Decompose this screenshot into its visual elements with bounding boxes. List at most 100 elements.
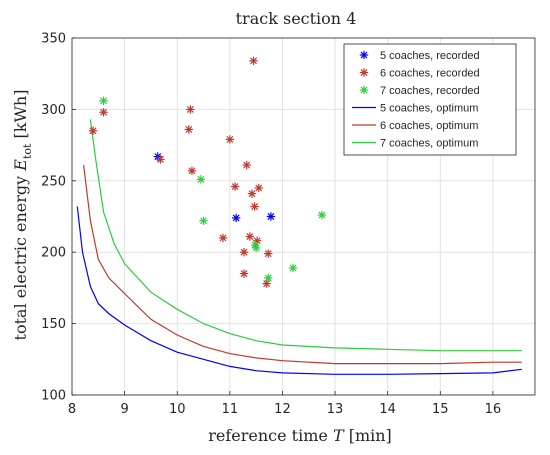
- asterisk-stroke: [243, 161, 251, 169]
- y-tick-label: 150: [41, 317, 66, 332]
- data-point: [231, 213, 241, 223]
- y-tick-label: 100: [41, 389, 66, 404]
- x-axis-label: reference time T [min]: [208, 426, 392, 445]
- x-tick-label: 12: [274, 402, 291, 417]
- data-point: [99, 108, 108, 117]
- asterisk-stroke: [226, 135, 234, 143]
- asterisk-stroke: [232, 214, 240, 222]
- legend-box: [343, 43, 517, 156]
- data-point: [218, 233, 228, 243]
- asterisk-stroke: [188, 167, 196, 175]
- data-point: [264, 273, 273, 283]
- x-tick-label: 13: [327, 402, 344, 417]
- recorded-points: [88, 56, 327, 288]
- data-point: [262, 279, 271, 288]
- data-point: [247, 189, 257, 198]
- x-tick-label: 10: [169, 402, 186, 417]
- asterisk-stroke: [219, 234, 227, 242]
- legend-label: 7 coaches, recorded: [380, 85, 480, 97]
- asterisk-stroke: [255, 184, 263, 192]
- data-point: [88, 126, 98, 136]
- legend: 5 coaches, recorded 6 coaches, recorded 7 …: [343, 43, 517, 156]
- asterisk-stroke: [246, 233, 254, 240]
- data-point: [239, 248, 249, 257]
- data-point: [99, 96, 108, 106]
- data-point: [186, 105, 195, 114]
- data-point: [249, 56, 258, 66]
- x-tick-label: 15: [432, 402, 449, 417]
- x-tick-label: 11: [222, 402, 239, 417]
- data-point: [196, 175, 206, 184]
- asterisk-stroke: [240, 248, 248, 256]
- optimum-line: [83, 165, 522, 365]
- y-tick-label: 200: [41, 246, 66, 261]
- legend-label: 5 coaches, optimum: [380, 103, 478, 115]
- asterisk-stroke: [360, 69, 368, 76]
- data-point: [239, 269, 249, 278]
- y-axis-label-main: total electric energy: [11, 171, 30, 341]
- plot-frame: [71, 37, 536, 396]
- x-tick-labels: 8 9 10 11 12 13 14 15 16: [68, 391, 501, 417]
- asterisk-stroke: [289, 264, 297, 272]
- y-axis-label: total electric energy Etot [kWh]: [11, 90, 34, 341]
- data-point: [187, 166, 197, 176]
- x-tick-label: 9: [120, 402, 128, 417]
- legend-marker: [359, 85, 369, 95]
- data-point: [184, 125, 194, 134]
- y-axis-label-var: E: [11, 159, 30, 172]
- asterisk-stroke: [360, 51, 368, 59]
- chart-title: track section 4: [236, 9, 357, 28]
- data-point: [242, 160, 251, 170]
- legend-label: 7 coaches, optimum: [380, 138, 478, 150]
- optimum-line: [89, 119, 522, 352]
- asterisk-stroke: [240, 270, 248, 278]
- y-tick-labels: 100 150 200 250 300 350: [41, 32, 76, 404]
- data-point: [264, 249, 273, 258]
- x-tick-label: 16: [485, 402, 502, 417]
- y-axis-label-sub: tot: [21, 143, 34, 159]
- asterisk-stroke: [252, 244, 260, 252]
- data-point: [250, 202, 259, 211]
- asterisk-stroke: [186, 105, 194, 113]
- x-tick-label: 14: [379, 402, 396, 417]
- x-axis-label-var: T: [333, 426, 345, 445]
- y-tick-label: 250: [41, 174, 66, 189]
- asterisk-stroke: [318, 211, 326, 219]
- asterisk-stroke: [267, 213, 275, 220]
- asterisk-stroke: [156, 155, 164, 163]
- asterisk-stroke: [231, 183, 239, 190]
- asterisk-stroke: [100, 97, 108, 105]
- asterisk-stroke: [360, 86, 368, 94]
- data-point: [266, 212, 276, 221]
- x-axis-label-unit: [min]: [344, 426, 392, 445]
- asterisk-stroke: [100, 108, 108, 116]
- asterisk-stroke: [251, 203, 259, 210]
- legend-label: 6 coaches, recorded: [380, 68, 480, 80]
- x-axis-label-main: reference time: [208, 426, 333, 445]
- asterisk-stroke: [251, 241, 259, 249]
- data-point: [230, 182, 240, 191]
- asterisk-stroke: [200, 217, 207, 225]
- asterisk-stroke: [89, 127, 97, 135]
- asterisk-stroke: [250, 57, 257, 65]
- asterisk-stroke: [185, 125, 193, 133]
- legend-marker: [359, 50, 369, 60]
- data-point: [156, 155, 165, 164]
- optimum-lines: [76, 119, 522, 375]
- y-tick-label: 350: [41, 32, 66, 47]
- asterisk-stroke: [248, 190, 256, 198]
- data-point: [254, 183, 263, 193]
- asterisk-stroke: [264, 250, 272, 258]
- data-point: [288, 263, 298, 273]
- asterisk-stroke: [264, 274, 272, 282]
- legend-label: 6 coaches, optimum: [380, 120, 478, 132]
- data-point: [225, 135, 235, 144]
- data-point: [199, 216, 208, 225]
- legend-label: 5 coaches, recorded: [380, 50, 480, 62]
- data-point: [245, 232, 255, 241]
- legend-marker: [359, 68, 369, 77]
- data-point: [317, 210, 327, 220]
- x-tick-label: 8: [68, 402, 76, 417]
- y-tick-label: 300: [41, 103, 66, 118]
